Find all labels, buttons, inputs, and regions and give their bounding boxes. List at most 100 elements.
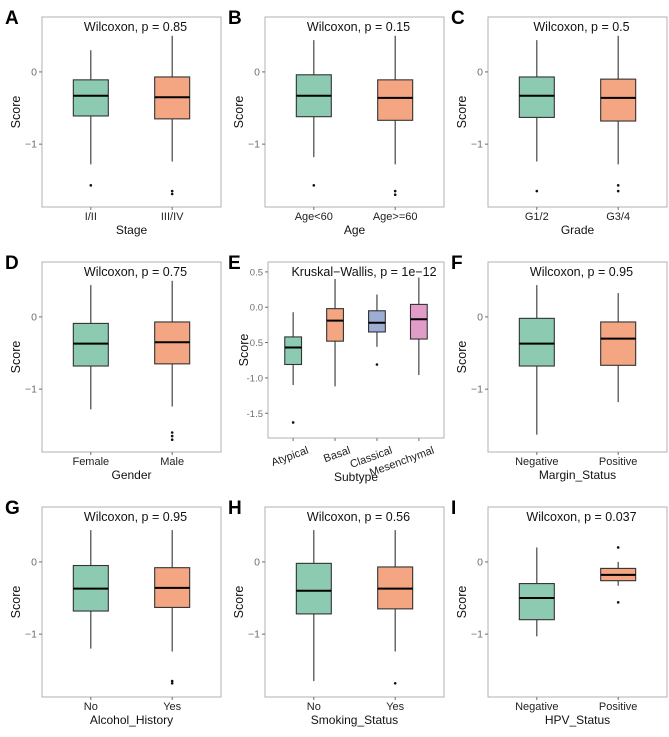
y-tick-label: −1 [25,384,37,396]
plot-frame [41,261,222,453]
box-g1-2 [518,40,555,193]
panel-letter: A [5,8,19,29]
box-age-60 [295,40,332,187]
box-positive [600,293,637,403]
x-axis-label: Age [344,223,366,237]
iqr-box [518,76,555,118]
x-axis-label: HPV_Status [545,713,610,727]
box-iii-iv [154,35,191,196]
outlier-point [170,681,174,685]
y-tick-label: 0 [254,556,260,568]
x-tick-label: Atypical [270,445,310,469]
y-tick-label: −1 [248,139,260,151]
x-tick-label: III/IV [161,211,184,223]
panel-letter: B [228,8,242,29]
y-axis-label: Score [237,334,251,367]
x-tick-label: G1/2 [525,211,549,223]
box-age-60 [377,35,414,197]
y-tick-label: 0.0 [250,303,263,314]
outlier-point [170,679,174,683]
iqr-box [600,321,637,366]
plot-frame [41,506,222,698]
y-tick-label: 0 [477,556,483,568]
y-tick-label: -1.5 [247,409,263,420]
test-annotation: Wilcoxon, p = 0.56 [307,510,410,524]
panel-c: C Wilcoxon, p = 0.5 0 −1 Score G1/2 G3/4 Grade [446,0,669,245]
x-tick-label: Positive [599,456,638,468]
panel-letter: C [451,8,465,29]
outlier-point [170,431,174,434]
y-axis-label: Score [455,586,469,619]
y-tick-label: −1 [25,629,37,641]
y-tick-label: 0.5 [250,267,263,278]
box-basal [326,278,344,387]
panel-letter: E [228,253,241,274]
panel-letter: H [228,498,242,519]
outlier-point [616,601,620,604]
y-axis-label: Score [455,96,469,129]
panel-e: E Kruskal−Wallis, p = 1e−12 0.5 0.0 -0.5 -1.0… [223,245,446,490]
x-axis-label: Alcohol_History [90,713,173,727]
iqr-box [518,583,555,621]
x-tick-label: Positive [599,701,638,713]
box-no [72,530,109,649]
outlier-point [291,421,295,424]
panel-g: G Wilcoxon, p = 0.95 0 −1 Score No Yes Alcohol_… [0,490,223,735]
outlier-point [393,193,397,197]
box-no [295,530,332,682]
iqr-box [72,322,109,367]
iqr-box [377,79,414,121]
plot-frame [487,506,668,698]
box-female [72,285,109,410]
x-axis-label: Gender [111,468,151,482]
outlier-point [535,189,539,193]
x-axis-label: Grade [561,223,595,237]
panel-letter: F [451,253,463,274]
panel-b: B Wilcoxon, p = 0.15 0 −1 Score Age<60 Age>=60… [223,0,446,245]
x-tick-label: Negative [515,701,558,713]
plot-frame [264,16,445,208]
panel-letter: G [5,498,20,519]
test-annotation: Wilcoxon, p = 0.95 [530,265,633,279]
test-annotation: Wilcoxon, p = 0.85 [84,20,187,34]
outlier-point [170,192,174,196]
y-axis-label: Score [455,341,469,374]
iqr-box [600,78,637,122]
y-tick-label: 0 [477,311,483,323]
y-tick-label: −1 [471,629,483,641]
y-tick-label: −1 [248,629,260,641]
box-positive [600,546,637,604]
x-tick-label: Age<60 [295,211,333,223]
plot-frame [264,506,445,698]
box-classical [368,294,386,366]
x-axis-label: Smoking_Status [311,713,398,727]
box-negative [518,285,555,435]
box-negative [518,547,555,637]
iqr-box [368,310,386,333]
box-yes [377,530,414,685]
y-tick-label: 0 [31,66,37,78]
x-axis-label: Margin_Status [539,468,616,482]
iqr-box [72,79,109,117]
y-tick-label: -1.0 [247,373,263,384]
y-axis-label: Score [232,586,246,619]
iqr-box [284,336,303,366]
panel-letter: I [451,498,456,519]
y-tick-label: -0.5 [247,338,263,349]
x-tick-label: I/II [85,211,97,223]
x-axis-label: Subtype [334,470,378,484]
test-annotation: Kruskal−Wallis, p = 1e−12 [291,265,436,279]
x-tick-label: G3/4 [606,211,630,223]
iqr-box [518,317,555,367]
y-tick-label: 0 [31,311,37,323]
outlier-point [616,546,620,549]
plot-frame [487,16,668,208]
outlier-point [375,363,379,366]
y-axis-label: Score [9,586,23,619]
y-tick-label: −1 [25,139,37,151]
